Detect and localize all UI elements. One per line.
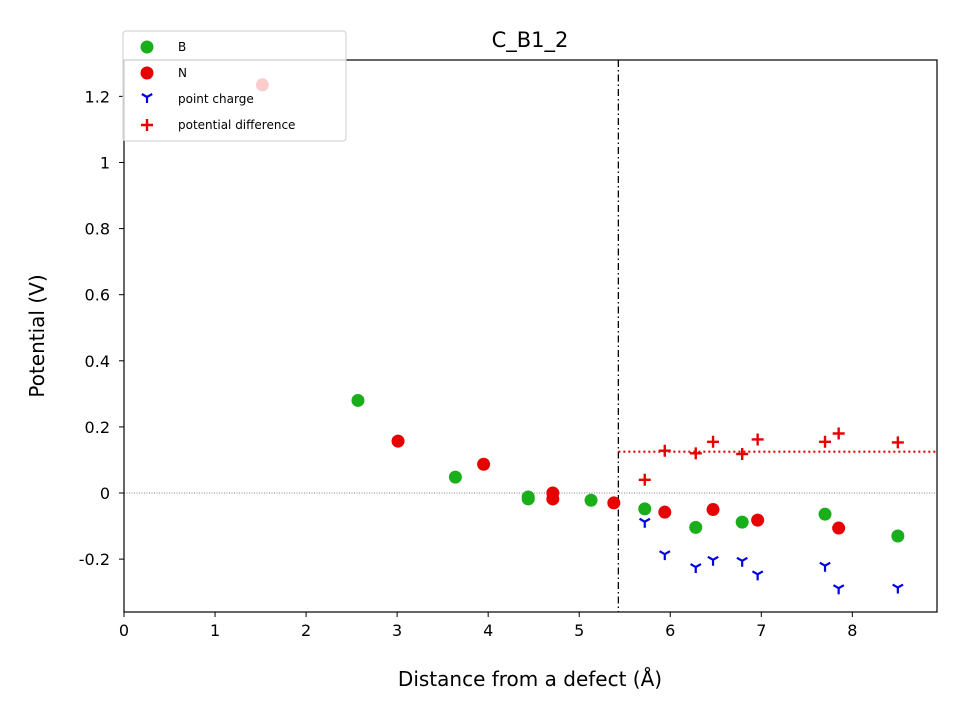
legend-label: N (178, 66, 187, 80)
series-potential-difference (638, 427, 904, 486)
legend-label: B (178, 40, 186, 54)
y-tick-label: 0.8 (85, 220, 110, 239)
data-point (706, 503, 720, 517)
plot-frame (123, 59, 938, 613)
x-axis: 0 1 2 3 4 5 6 7 8 (119, 612, 857, 640)
data-point (891, 436, 904, 449)
data-point (818, 507, 832, 521)
data-point (584, 493, 598, 507)
y-tick-label: 0.2 (85, 418, 110, 437)
legend-marker (141, 93, 153, 103)
data-point (638, 502, 652, 516)
series-point-charge (639, 517, 904, 595)
data-point (832, 427, 845, 440)
data-point (351, 393, 365, 407)
x-tick-label: 5 (574, 621, 584, 640)
y-tick-label: -0.2 (79, 550, 110, 569)
data-point (477, 457, 491, 471)
data-point (892, 583, 904, 594)
y-axis: -0.2 0 0.2 0.4 0.6 0.8 1 1.2 (79, 87, 124, 569)
legend-box (122, 30, 347, 142)
data-point (638, 473, 651, 486)
data-point (736, 448, 749, 461)
data-point (689, 563, 702, 574)
data-point (659, 550, 671, 561)
x-tick-label: 1 (210, 621, 220, 640)
data-point (639, 517, 651, 528)
data-point (819, 435, 832, 448)
data-point (707, 435, 720, 448)
y-tick-label: 1.2 (85, 87, 110, 106)
y-tick-label: 0.4 (85, 352, 110, 371)
data-point (689, 447, 702, 460)
data-point (689, 520, 703, 534)
x-tick-label: 0 (119, 621, 129, 640)
x-tick-label: 8 (847, 621, 857, 640)
data-point (819, 561, 831, 572)
data-point (658, 444, 671, 457)
data-point (391, 434, 405, 448)
data-point (736, 556, 748, 567)
legend-marker (140, 40, 154, 54)
data-point (832, 584, 845, 595)
data-point (832, 521, 846, 535)
x-tick-label: 4 (483, 621, 493, 640)
data-point (751, 513, 765, 527)
x-tick-label: 7 (756, 621, 766, 640)
data-point (607, 496, 621, 510)
data-point (521, 492, 535, 506)
legend-label: potential difference (178, 118, 295, 132)
x-tick-label: 2 (301, 621, 311, 640)
series-B (351, 393, 905, 543)
data-point (751, 570, 764, 581)
y-tick-label: 0.6 (85, 286, 110, 305)
legend-marker (141, 119, 153, 131)
data-point (891, 529, 905, 543)
x-tick-label: 3 (392, 621, 402, 640)
data-point (751, 433, 764, 446)
legend-label: point charge (178, 92, 254, 106)
data-point (735, 515, 749, 529)
y-axis-label: Potential (V) (25, 274, 49, 397)
data-point (546, 492, 560, 506)
y-tick-label: 0 (100, 484, 110, 503)
y-tick-label: 1 (100, 153, 110, 172)
data-point (707, 555, 719, 566)
data-point (658, 505, 672, 519)
x-axis-label: Distance from a defect (Å) (398, 667, 662, 691)
data-point (448, 470, 462, 484)
legend-marker (140, 66, 154, 80)
chart-title: C_B1_2 (492, 28, 569, 53)
x-tick-label: 6 (665, 621, 675, 640)
